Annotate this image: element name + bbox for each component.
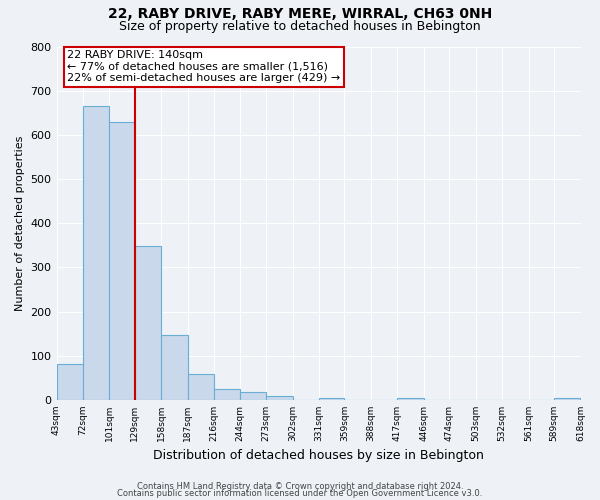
Bar	[397, 398, 424, 400]
Bar	[109, 122, 135, 400]
Text: Contains HM Land Registry data © Crown copyright and database right 2024.: Contains HM Land Registry data © Crown c…	[137, 482, 463, 491]
Bar	[214, 389, 239, 400]
Bar	[266, 396, 293, 400]
X-axis label: Distribution of detached houses by size in Bebington: Distribution of detached houses by size …	[153, 450, 484, 462]
Text: 22, RABY DRIVE, RABY MERE, WIRRAL, CH63 0NH: 22, RABY DRIVE, RABY MERE, WIRRAL, CH63 …	[108, 8, 492, 22]
Bar	[161, 334, 188, 400]
Y-axis label: Number of detached properties: Number of detached properties	[15, 136, 25, 311]
Text: Size of property relative to detached houses in Bebington: Size of property relative to detached ho…	[119, 20, 481, 33]
Bar	[239, 392, 266, 400]
Text: 22 RABY DRIVE: 140sqm
← 77% of detached houses are smaller (1,516)
22% of semi-d: 22 RABY DRIVE: 140sqm ← 77% of detached …	[67, 50, 340, 83]
Bar	[56, 364, 83, 400]
Bar	[554, 398, 580, 400]
Text: Contains public sector information licensed under the Open Government Licence v3: Contains public sector information licen…	[118, 489, 482, 498]
Bar	[135, 246, 161, 400]
Bar	[83, 106, 109, 400]
Bar	[319, 398, 344, 400]
Bar	[188, 374, 214, 400]
